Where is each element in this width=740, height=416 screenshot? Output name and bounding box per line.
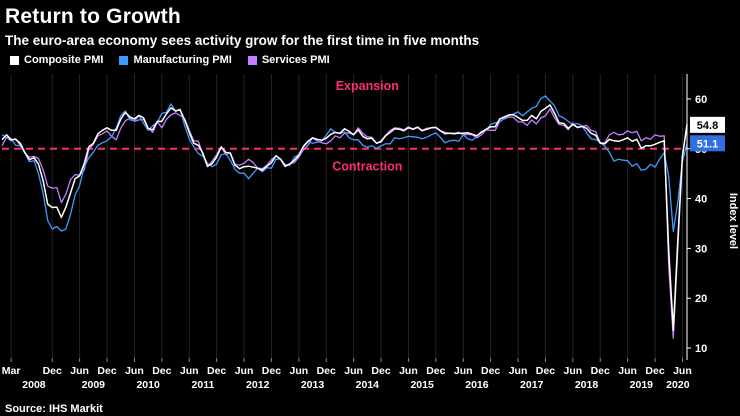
- x-tick-label: Jun: [454, 365, 473, 377]
- chart-subtitle: The euro-area economy sees activity grow…: [5, 33, 480, 48]
- x-tick-label: Dec: [536, 365, 555, 377]
- annotation-contraction: Contraction: [332, 160, 402, 174]
- x-tick-label: Dec: [591, 365, 610, 377]
- x-tick-label: Dec: [645, 365, 664, 377]
- x-tick-label: Dec: [317, 365, 336, 377]
- x-tick-label: Dec: [481, 365, 500, 377]
- annotation-expansion: Expansion: [336, 79, 399, 93]
- legend-label-composite: Composite PMI: [24, 54, 104, 66]
- chart-header: Return to Growth The euro-area economy s…: [0, 0, 740, 66]
- x-tick-label: Dec: [262, 365, 281, 377]
- legend-label-manufacturing: Manufacturing PMI: [133, 54, 232, 66]
- x-tick-label: Dec: [426, 365, 445, 377]
- y-axis-title: Index level: [727, 193, 739, 249]
- year-label: 2017: [520, 379, 544, 391]
- x-tick-label: Jun: [180, 365, 199, 377]
- x-tick-label: Dec: [43, 365, 62, 377]
- y-tick-label: 10: [695, 343, 707, 355]
- pmi-line-chart: 10203040506054.851.1MarDecJunDecJunDecJu…: [1, 74, 739, 391]
- y-tick-label: 20: [695, 293, 707, 305]
- chart-title: Return to Growth: [5, 5, 181, 28]
- manufacturing-swatch-icon: [119, 55, 129, 65]
- x-tick-label: Jun: [618, 365, 637, 377]
- value-badge-box: [690, 116, 725, 133]
- value-badge-box: [690, 135, 725, 152]
- x-tick-label: Jun: [673, 365, 692, 377]
- year-label: 2015: [410, 379, 434, 391]
- x-tick-label: Dec: [207, 365, 226, 377]
- series-services-pmi: [1, 108, 688, 339]
- year-label: 2014: [356, 379, 380, 391]
- services-swatch-icon: [247, 55, 257, 65]
- y-tick-label: 30: [695, 243, 707, 255]
- x-tick-label: Jun: [289, 365, 308, 377]
- value-badge-label: 51.1: [697, 138, 718, 150]
- x-tick-label: Jun: [344, 365, 363, 377]
- x-tick-label: Jun: [563, 365, 582, 377]
- year-label: 2013: [301, 379, 325, 391]
- x-tick-label: Dec: [371, 365, 390, 377]
- x-tick-label: Jun: [235, 365, 254, 377]
- x-tick-label: Jun: [509, 365, 528, 377]
- year-label: 2010: [136, 379, 160, 391]
- legend-label-services: Services PMI: [261, 54, 330, 66]
- year-label: 2019: [630, 379, 654, 391]
- year-label: 2009: [82, 379, 106, 391]
- legend-item-manufacturing: Manufacturing PMI: [119, 54, 232, 66]
- x-tick-label: Jun: [70, 365, 89, 377]
- composite-swatch-icon: [10, 55, 19, 65]
- series-composite-pmi: [1, 104, 688, 331]
- source-note: Source: IHS Markit: [5, 403, 103, 415]
- x-tick-label: Dec: [152, 365, 171, 377]
- y-tick-label: 40: [695, 194, 707, 206]
- year-label: 2016: [465, 379, 489, 391]
- year-label: 2020: [666, 379, 690, 391]
- y-tick-label: 60: [695, 94, 707, 106]
- legend-item-services: Services PMI: [247, 54, 330, 66]
- year-label: 2011: [192, 379, 215, 391]
- chart-legend: Composite PMI Manufacturing PMI Services…: [5, 54, 732, 66]
- x-tick-label: Jun: [125, 365, 144, 377]
- x-tick-label: Jun: [399, 365, 418, 377]
- x-tick-label: Dec: [97, 365, 116, 377]
- year-label: 2012: [246, 379, 270, 391]
- x-tick-label: Mar: [2, 365, 21, 377]
- year-label: 2008: [22, 379, 46, 391]
- year-label: 2018: [575, 379, 599, 391]
- value-badge-label: 54.8: [697, 120, 718, 132]
- legend-item-composite: Composite PMI: [10, 54, 103, 66]
